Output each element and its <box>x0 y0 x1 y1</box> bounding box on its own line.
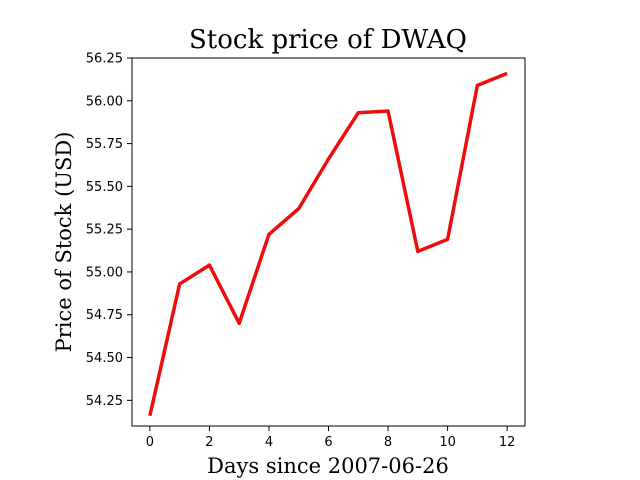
x-tick-label: 2 <box>205 435 213 450</box>
y-tick-label: 54.75 <box>86 308 123 323</box>
x-tick-label: 6 <box>324 435 332 450</box>
x-tick-label: 0 <box>146 435 154 450</box>
y-tick-label: 55.00 <box>86 265 123 280</box>
x-tick-label: 4 <box>265 435 273 450</box>
y-tick-label: 54.25 <box>86 394 123 409</box>
x-tick-label: 12 <box>499 435 516 450</box>
plot-area-frame <box>131 57 526 427</box>
y-tick-label: 55.25 <box>86 223 123 238</box>
y-tick-label: 55.75 <box>86 137 123 152</box>
x-tick-label: 10 <box>439 435 456 450</box>
x-axis: 0 2 4 6 8 10 12 <box>146 426 516 450</box>
x-tick-label: 8 <box>384 435 392 450</box>
y-tick-label: 55.50 <box>86 180 123 195</box>
y-tick-label: 54.50 <box>86 351 123 366</box>
y-axis: 54.25 54.50 54.75 55.00 55.25 55.50 55.75 56.00… <box>86 52 132 409</box>
y-axis-label: Price of Stock (USD) <box>52 132 76 353</box>
x-axis-label: Days since 2007-06-26 <box>207 454 449 478</box>
y-tick-label: 56.00 <box>86 94 123 109</box>
series-group <box>148 71 508 417</box>
chart-title: Stock price of DWAQ <box>189 25 467 55</box>
price-line <box>148 71 508 417</box>
y-tick-label: 56.25 <box>86 52 123 67</box>
